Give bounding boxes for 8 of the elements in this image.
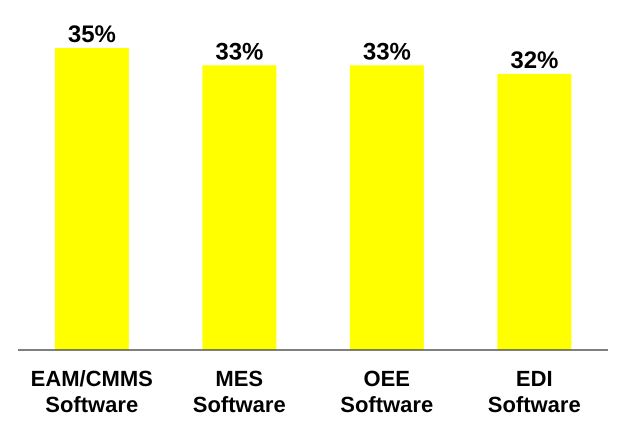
data-label: 33% bbox=[215, 38, 264, 66]
x-tick-label: EAM/CMMS Software bbox=[30, 366, 153, 417]
data-label: 32% bbox=[510, 46, 558, 74]
data-label: 33% bbox=[362, 38, 411, 66]
x-tick-label: OEE Software bbox=[340, 366, 434, 417]
x-tick-label: EDI Software bbox=[488, 366, 581, 417]
x-tick-label: MES Software bbox=[192, 366, 286, 417]
data-label: 35% bbox=[68, 21, 116, 48]
